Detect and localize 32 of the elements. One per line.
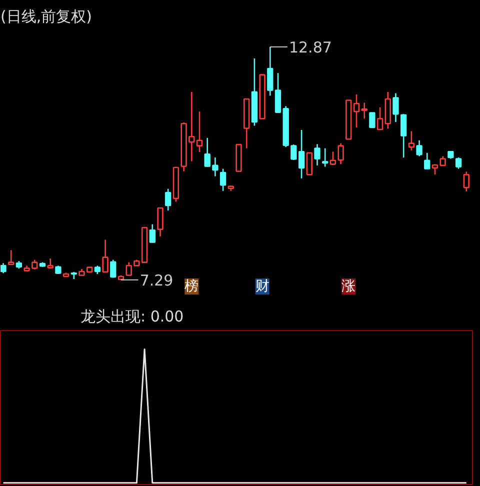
candlestick	[157, 207, 164, 238]
candlestick	[424, 152, 430, 170]
candlestick	[392, 92, 399, 123]
candlestick	[196, 110, 203, 153]
candlestick	[149, 224, 156, 244]
candlestick	[369, 112, 376, 128]
candlestick	[322, 148, 328, 168]
candlestick	[0, 262, 6, 274]
candlestick	[455, 156, 462, 170]
chart-title: 龙头出现: 0.00	[80, 308, 184, 326]
chart-title: (日线,前复权)	[0, 8, 92, 26]
candlestick	[408, 130, 415, 152]
candlestick	[267, 46, 274, 96]
candlestick	[400, 113, 407, 158]
candlestick	[463, 171, 470, 192]
annotation: 涨	[342, 278, 356, 294]
candlestick	[220, 168, 226, 192]
candlestick	[416, 140, 422, 157]
candlestick	[314, 143, 320, 166]
annotation: 财	[255, 278, 270, 294]
candlestick	[376, 106, 384, 131]
candlestick	[165, 188, 172, 212]
annotation: 12.87	[288, 38, 332, 56]
candlestick	[102, 239, 108, 273]
candlestick	[338, 142, 344, 165]
candlestick	[306, 152, 312, 176]
candlestick	[8, 250, 14, 266]
annotation: 榜	[184, 278, 199, 294]
candlestick	[330, 150, 336, 166]
candlestick	[110, 259, 116, 278]
annotation: 7.29	[140, 271, 174, 290]
candlestick	[274, 72, 282, 114]
